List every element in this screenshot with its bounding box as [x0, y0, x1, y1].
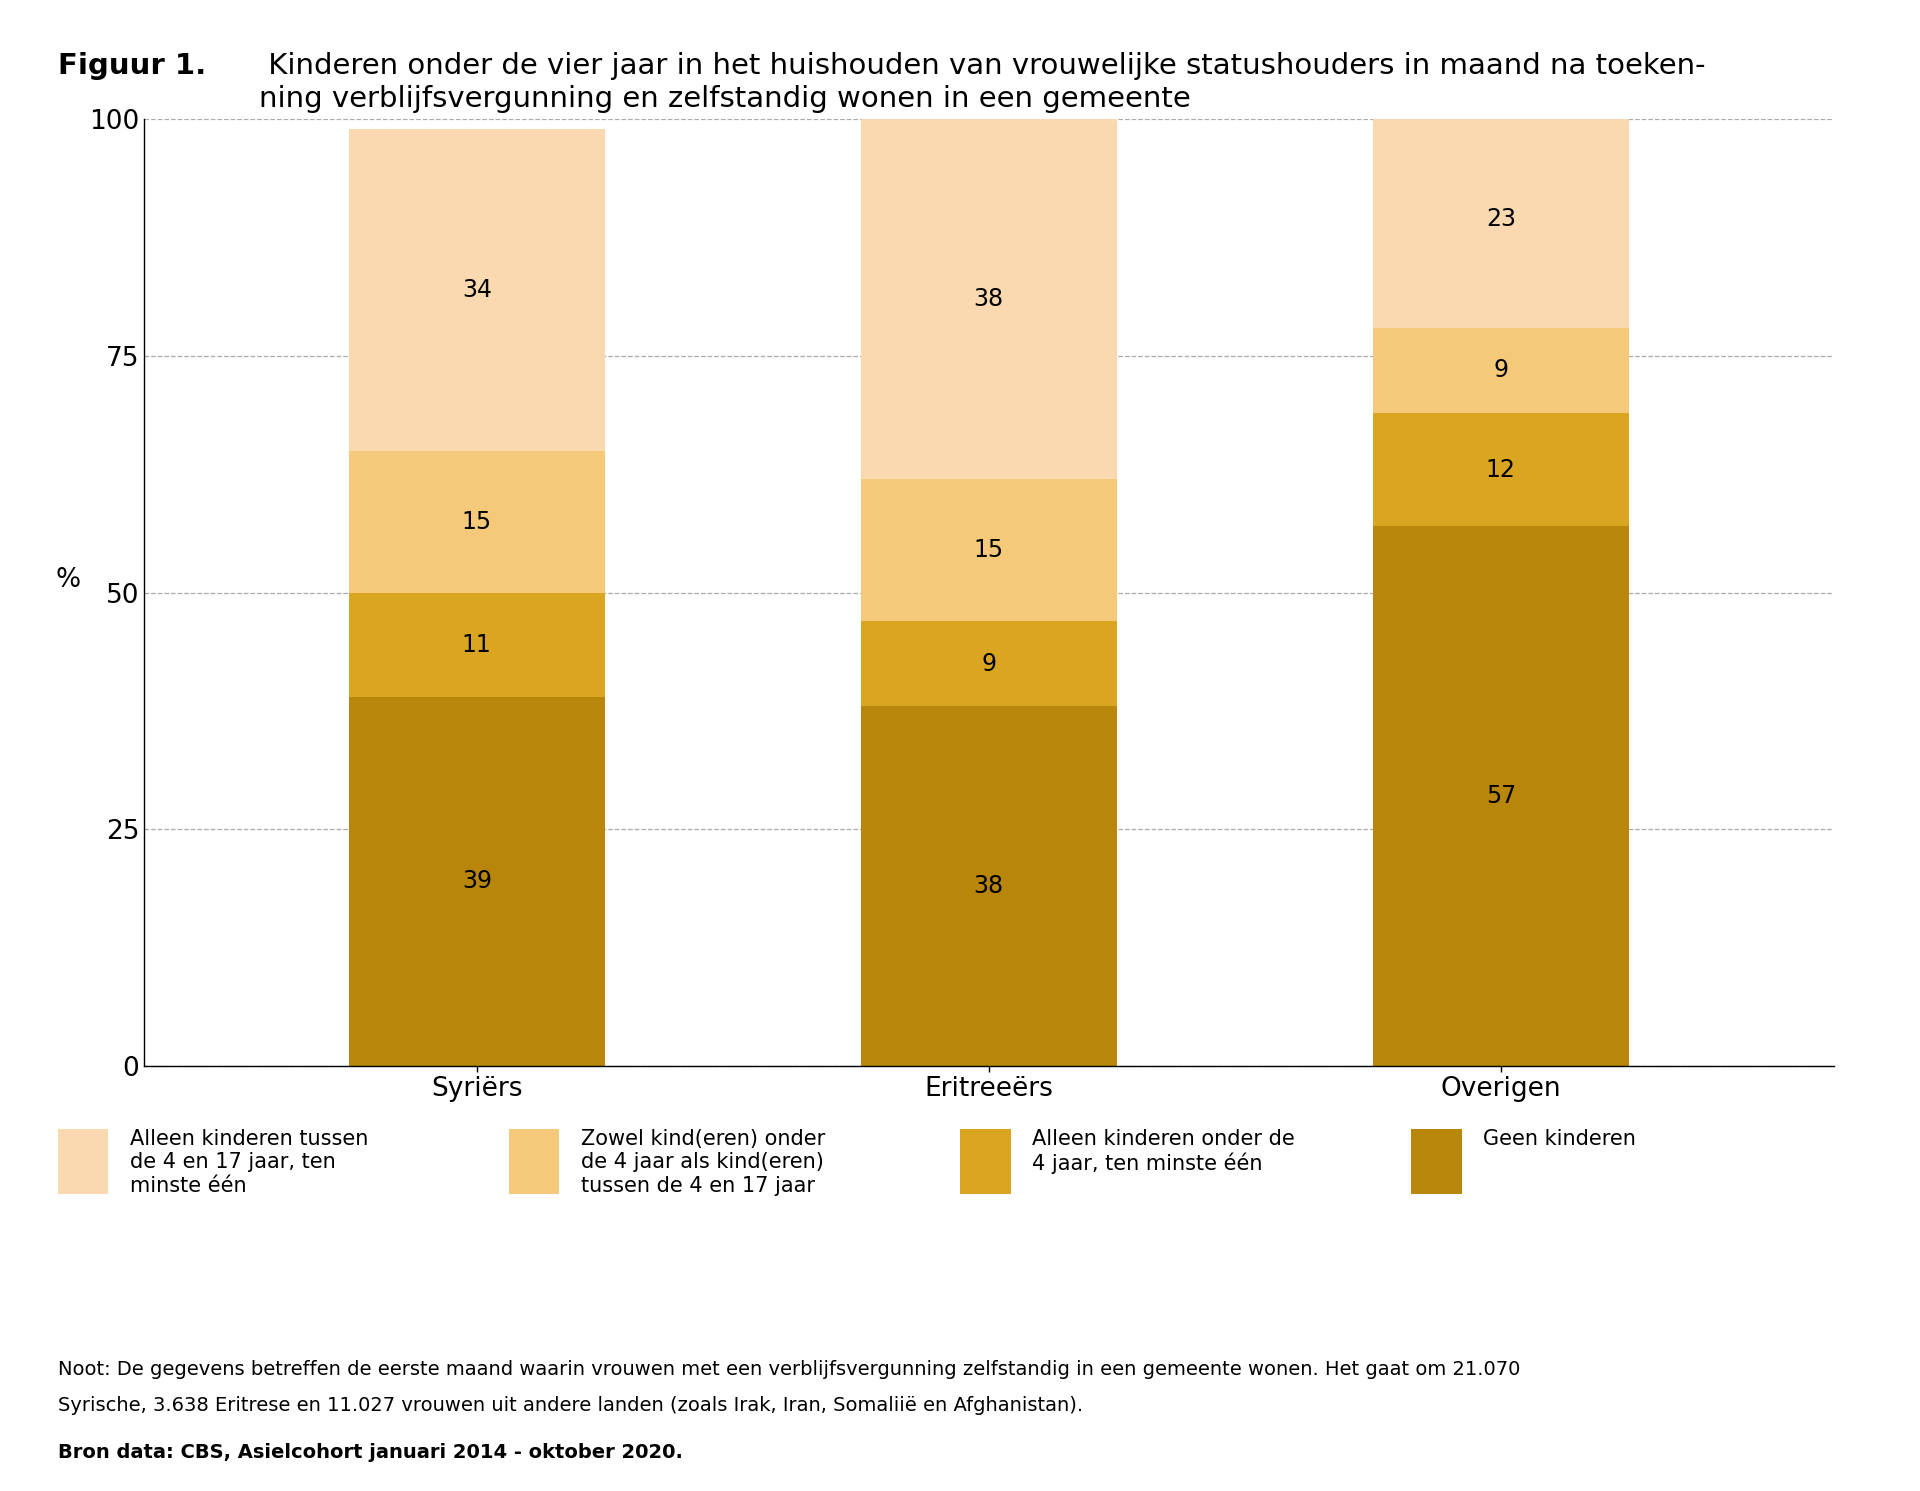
Bar [860, 707, 1117, 1066]
Bar [58, 1129, 108, 1194]
Text: Syrische, 3.638 Eritrese en 11.027 vrouwen uit andere landen (zoals Irak, Iran, : Syrische, 3.638 Eritrese en 11.027 vrouw… [58, 1396, 1083, 1415]
Text: 15: 15 [461, 510, 492, 534]
Bar [1373, 413, 1628, 526]
Bar [860, 622, 1117, 707]
Text: 11: 11 [463, 632, 492, 656]
Bar [1373, 328, 1628, 413]
Bar [349, 450, 605, 593]
Text: 23: 23 [1486, 207, 1515, 231]
Text: 38: 38 [973, 874, 1004, 898]
Text: 57: 57 [1486, 784, 1517, 808]
Bar [960, 1129, 1010, 1194]
Bar [349, 696, 605, 1066]
Text: 15: 15 [973, 538, 1004, 562]
Text: 9: 9 [1494, 358, 1509, 382]
Text: Noot: De gegevens betreffen de eerste maand waarin vrouwen met een verblijfsverg: Noot: De gegevens betreffen de eerste ma… [58, 1360, 1521, 1379]
Bar [1373, 526, 1628, 1066]
Bar [1373, 110, 1628, 328]
Text: 38: 38 [973, 288, 1004, 312]
Bar [349, 593, 605, 696]
Text: Zowel kind(eren) onder
de 4 jaar als kind(eren)
tussen de 4 en 17 jaar: Zowel kind(eren) onder de 4 jaar als kin… [582, 1129, 826, 1196]
Text: 9: 9 [981, 652, 996, 675]
Bar [509, 1129, 559, 1194]
Text: 12: 12 [1486, 458, 1515, 482]
Text: Bron data: CBS, Asielcohort januari 2014 - oktober 2020.: Bron data: CBS, Asielcohort januari 2014… [58, 1443, 682, 1463]
Text: 34: 34 [463, 277, 492, 301]
Bar [860, 479, 1117, 622]
Text: Alleen kinderen onder de
4 jaar, ten minste één: Alleen kinderen onder de 4 jaar, ten min… [1033, 1129, 1294, 1175]
Y-axis label: %: % [56, 567, 81, 593]
Bar [1411, 1129, 1461, 1194]
Text: Figuur 1.: Figuur 1. [58, 52, 205, 81]
Text: Kinderen onder de vier jaar in het huishouden van vrouwelijke statushouders in m: Kinderen onder de vier jaar in het huish… [259, 52, 1705, 113]
Bar [860, 119, 1117, 479]
Text: Alleen kinderen tussen
de 4 en 17 jaar, ten
minste één: Alleen kinderen tussen de 4 en 17 jaar, … [131, 1129, 369, 1196]
Bar [349, 128, 605, 450]
Text: Geen kinderen: Geen kinderen [1484, 1129, 1636, 1150]
Text: 39: 39 [463, 869, 492, 893]
